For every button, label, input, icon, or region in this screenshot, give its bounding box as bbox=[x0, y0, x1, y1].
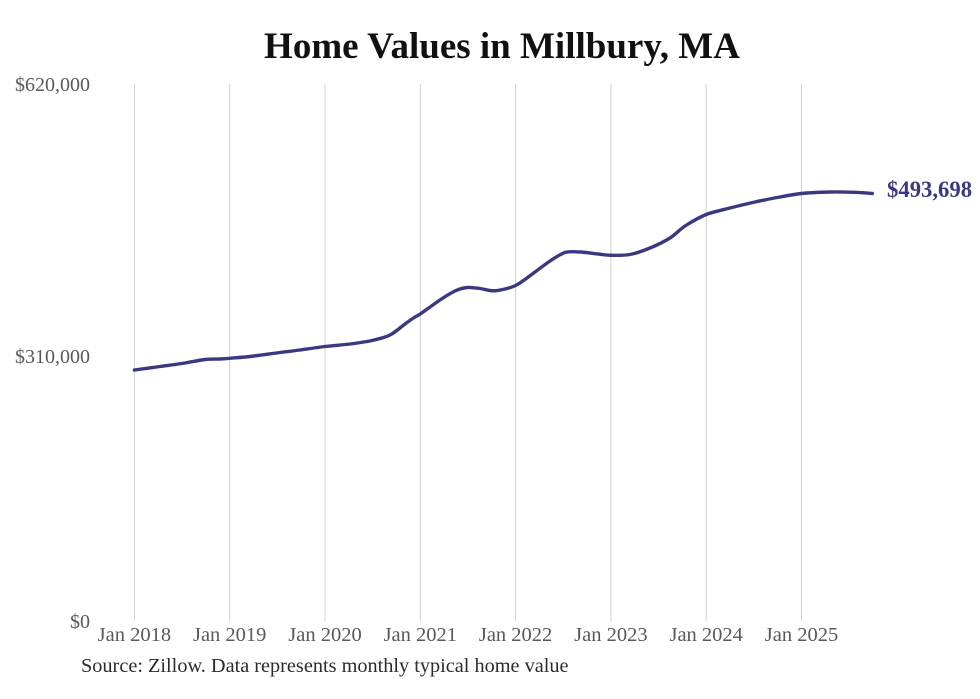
svg-text:Jan 2025: Jan 2025 bbox=[765, 624, 838, 646]
svg-text:Jan 2018: Jan 2018 bbox=[98, 624, 171, 646]
svg-text:Jan 2020: Jan 2020 bbox=[288, 624, 361, 646]
svg-text:Jan 2023: Jan 2023 bbox=[574, 624, 647, 646]
svg-text:$0: $0 bbox=[70, 611, 90, 633]
svg-text:$493,698: $493,698 bbox=[887, 177, 972, 202]
svg-text:Jan 2024: Jan 2024 bbox=[669, 624, 742, 646]
svg-text:Jan 2022: Jan 2022 bbox=[479, 624, 552, 646]
svg-text:$310,000: $310,000 bbox=[15, 346, 90, 368]
svg-text:Jan 2021: Jan 2021 bbox=[384, 624, 457, 646]
svg-text:$620,000: $620,000 bbox=[15, 74, 90, 96]
svg-text:Jan 2019: Jan 2019 bbox=[193, 624, 266, 646]
